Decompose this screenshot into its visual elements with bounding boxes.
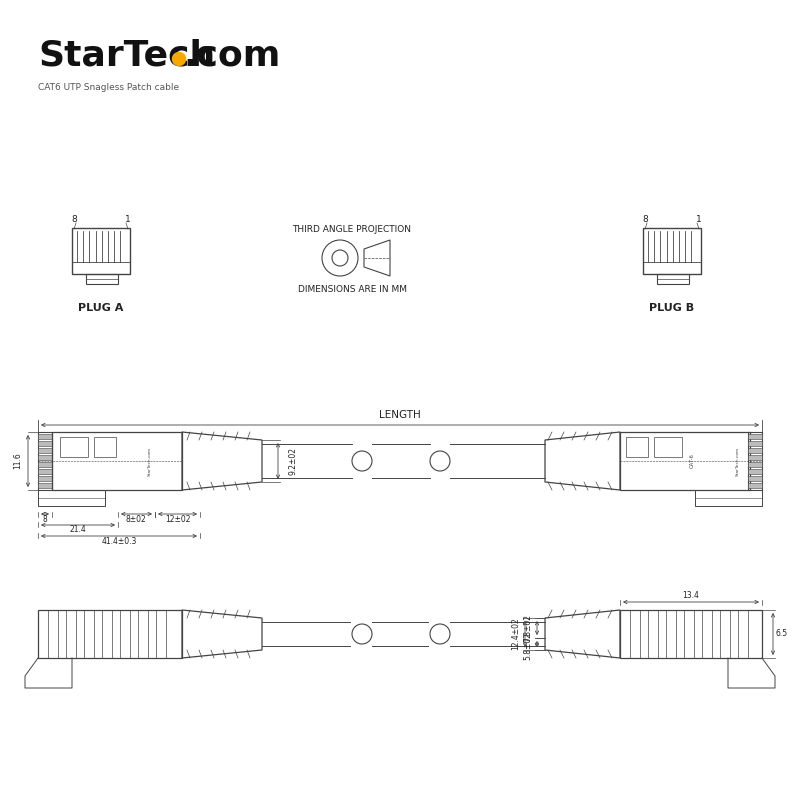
Bar	[748, 469, 762, 474]
Text: 8: 8	[71, 215, 77, 225]
Bar	[84, 610, 94, 658]
Bar	[38, 483, 52, 488]
Text: 6.5: 6.5	[776, 630, 788, 638]
Bar	[620, 432, 750, 490]
Bar	[643, 228, 701, 274]
Text: StarTech.com: StarTech.com	[736, 446, 740, 475]
Bar	[702, 610, 712, 658]
Bar	[684, 610, 694, 658]
Text: LENGTH: LENGTH	[379, 410, 421, 420]
Bar	[48, 610, 58, 658]
Bar	[60, 437, 88, 457]
Bar	[138, 610, 148, 658]
Bar	[38, 434, 52, 439]
Bar	[666, 610, 676, 658]
Text: 8: 8	[42, 515, 47, 525]
Bar	[38, 448, 52, 453]
Text: 7.8±02: 7.8±02	[523, 614, 533, 642]
Bar	[38, 441, 52, 446]
Text: PLUG A: PLUG A	[78, 303, 124, 313]
Bar	[748, 476, 762, 481]
Text: 12±02: 12±02	[166, 515, 190, 525]
Text: 1: 1	[125, 215, 131, 225]
Text: .com: .com	[183, 38, 280, 72]
Text: CAT-6: CAT-6	[690, 454, 694, 469]
Bar	[648, 610, 658, 658]
Text: StarTech: StarTech	[38, 38, 215, 72]
Bar	[38, 432, 52, 490]
Bar	[720, 610, 730, 658]
Text: CAT6 UTP Snagless Patch cable: CAT6 UTP Snagless Patch cable	[38, 83, 179, 93]
Bar	[38, 455, 52, 460]
Bar	[38, 469, 52, 474]
Text: 21.4: 21.4	[70, 526, 86, 534]
Bar	[52, 432, 182, 490]
Text: THIRD ANGLE PROJECTION: THIRD ANGLE PROJECTION	[293, 226, 411, 234]
Text: 8: 8	[642, 215, 648, 225]
Bar	[657, 274, 689, 284]
Bar	[72, 228, 130, 274]
Text: StarTech.com: StarTech.com	[148, 446, 152, 475]
Text: 8±02: 8±02	[126, 515, 146, 525]
Text: 5.8±02: 5.8±02	[523, 632, 533, 660]
Bar	[748, 483, 762, 488]
Text: PLUG B: PLUG B	[650, 303, 694, 313]
Bar	[120, 610, 130, 658]
Text: DIMENSIONS ARE IN MM: DIMENSIONS ARE IN MM	[298, 286, 406, 294]
Bar	[738, 610, 748, 658]
Bar	[626, 437, 648, 457]
Bar	[94, 437, 116, 457]
Bar	[748, 448, 762, 453]
Text: 1: 1	[696, 215, 702, 225]
Bar	[748, 441, 762, 446]
Bar	[748, 434, 762, 439]
Bar	[748, 455, 762, 460]
Bar	[748, 462, 762, 467]
Text: 11.6: 11.6	[14, 453, 22, 470]
Text: 12.4±02: 12.4±02	[511, 618, 521, 650]
Bar	[630, 610, 640, 658]
Text: 9.2±02: 9.2±02	[289, 447, 298, 475]
Bar	[654, 437, 682, 457]
Bar	[38, 610, 182, 658]
Bar	[620, 610, 762, 658]
Text: 41.4±0.3: 41.4±0.3	[102, 537, 137, 546]
Bar	[38, 462, 52, 467]
Bar	[748, 432, 762, 490]
Bar	[66, 610, 76, 658]
Bar	[102, 610, 112, 658]
Bar	[38, 476, 52, 481]
Text: 13.4: 13.4	[682, 591, 699, 601]
Bar	[156, 610, 166, 658]
Bar	[86, 274, 118, 284]
Circle shape	[173, 53, 186, 66]
